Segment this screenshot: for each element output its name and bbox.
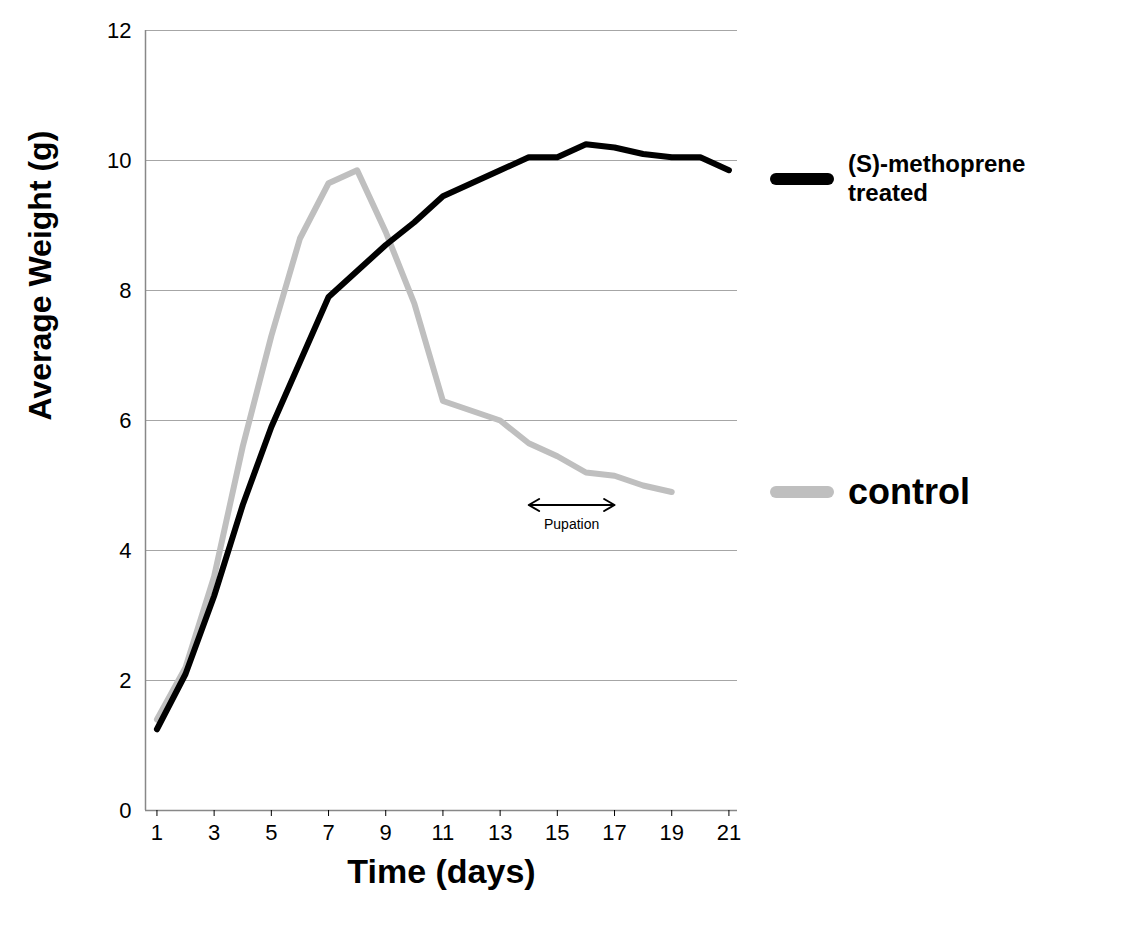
svg-text:3: 3 [208,820,220,845]
svg-text:17: 17 [602,820,626,845]
html-text:control: control [848,471,970,512]
svg-text:19: 19 [659,820,683,845]
svg-text:4: 4 [119,538,131,563]
svg-text:13: 13 [488,820,512,845]
svg-text:Pupation: Pupation [544,516,599,532]
svg-text:8: 8 [119,278,131,303]
svg-text:5: 5 [265,820,277,845]
svg-text:Time (days): Time (days) [347,852,535,890]
svg-text:10: 10 [107,148,131,173]
svg-text:1: 1 [151,820,163,845]
svg-text:9: 9 [380,820,392,845]
html-text:(S)-methoprene treated: (S)-methoprene treated [848,150,1026,206]
svg-text:12: 12 [107,18,131,43]
svg-text:15: 15 [545,820,569,845]
svg-text:21: 21 [717,820,741,845]
svg-text:11: 11 [432,820,455,845]
svg-text:7: 7 [322,820,334,845]
svg-text:Average Weight (g): Average Weight (g) [22,131,58,421]
svg-text:6: 6 [119,408,131,433]
svg-text:0: 0 [119,798,131,823]
svg-text:2: 2 [119,668,131,693]
